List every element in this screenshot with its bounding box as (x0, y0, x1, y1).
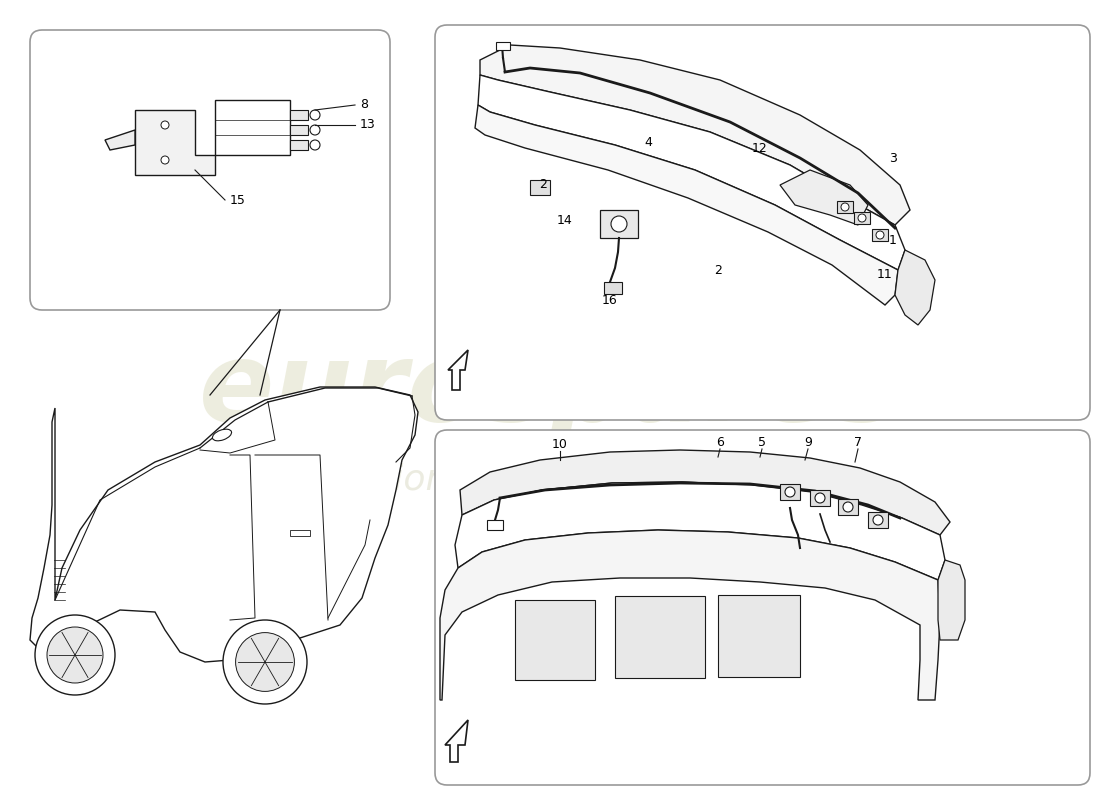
Circle shape (842, 203, 849, 211)
Text: 11: 11 (877, 269, 893, 282)
Text: 14: 14 (557, 214, 573, 226)
Bar (872, 229, 888, 241)
Bar (530, 180, 550, 195)
Text: eurospares: eurospares (199, 337, 901, 443)
Text: 4: 4 (645, 137, 652, 150)
Circle shape (610, 216, 627, 232)
Bar (854, 212, 870, 224)
Bar (290, 140, 308, 150)
FancyBboxPatch shape (30, 30, 390, 310)
Bar (837, 201, 852, 213)
Text: a passion for parts since 1985: a passion for parts since 1985 (277, 463, 823, 497)
Bar (600, 210, 638, 238)
Circle shape (235, 633, 295, 691)
Polygon shape (460, 450, 950, 535)
Circle shape (876, 231, 884, 239)
Circle shape (310, 110, 320, 120)
Bar (214, 100, 290, 155)
Polygon shape (895, 250, 935, 325)
Bar (810, 490, 830, 506)
Bar (290, 530, 310, 536)
Bar (838, 499, 858, 515)
Circle shape (223, 620, 307, 704)
Polygon shape (135, 110, 214, 175)
Bar (868, 512, 888, 528)
Circle shape (858, 214, 866, 222)
Bar (487, 520, 503, 530)
Polygon shape (455, 482, 945, 580)
Bar (515, 600, 595, 680)
Bar (290, 125, 308, 135)
FancyBboxPatch shape (434, 25, 1090, 420)
Bar (718, 595, 800, 677)
Polygon shape (448, 350, 468, 390)
Bar (604, 282, 622, 294)
Text: 8: 8 (360, 98, 368, 111)
Circle shape (161, 156, 169, 164)
Text: 6: 6 (716, 437, 724, 450)
Text: 10: 10 (552, 438, 568, 451)
Text: 2: 2 (539, 178, 547, 191)
Circle shape (35, 615, 116, 695)
Circle shape (47, 627, 103, 683)
Text: 2: 2 (714, 263, 722, 277)
Text: 1: 1 (889, 234, 896, 246)
Bar (496, 42, 510, 50)
Text: 9: 9 (804, 437, 812, 450)
Circle shape (310, 125, 320, 135)
FancyBboxPatch shape (434, 430, 1090, 785)
Text: 15: 15 (230, 194, 246, 206)
Text: 16: 16 (602, 294, 618, 306)
Circle shape (873, 515, 883, 525)
Text: 13: 13 (360, 118, 376, 131)
Polygon shape (475, 105, 898, 305)
Polygon shape (104, 130, 135, 150)
Polygon shape (440, 530, 940, 700)
Text: 5: 5 (758, 437, 766, 450)
Polygon shape (780, 170, 868, 225)
Polygon shape (938, 560, 965, 640)
Bar (615, 596, 705, 678)
Polygon shape (478, 75, 905, 270)
Bar (780, 484, 800, 500)
Circle shape (815, 493, 825, 503)
Circle shape (843, 502, 852, 512)
Ellipse shape (212, 429, 232, 441)
Circle shape (785, 487, 795, 497)
Polygon shape (446, 720, 468, 762)
Text: 12: 12 (752, 142, 768, 154)
Bar (290, 110, 308, 120)
Text: 7: 7 (854, 437, 862, 450)
Circle shape (310, 140, 320, 150)
Polygon shape (480, 45, 910, 225)
Text: 3: 3 (889, 151, 896, 165)
Circle shape (161, 121, 169, 129)
Polygon shape (30, 387, 418, 662)
